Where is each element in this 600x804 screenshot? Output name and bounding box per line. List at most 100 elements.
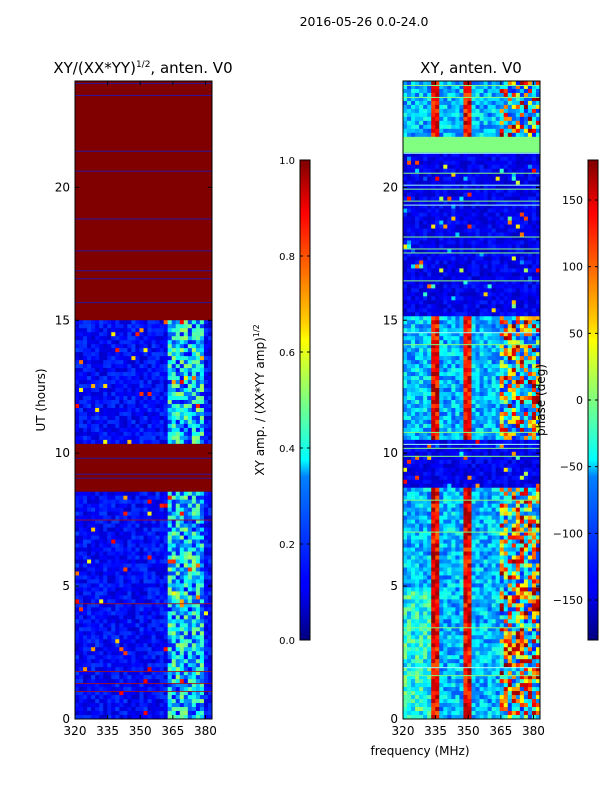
right-heat-cell [480,300,484,304]
right-heat-cell [451,268,455,272]
left-heat-cell [95,396,99,400]
left-heat-cell [144,699,148,703]
right-heat-cell [496,209,500,213]
left-heat-cell [172,647,176,651]
left-heat-cell [91,711,95,715]
left-heat-cell [180,711,184,715]
left-heat-cell [103,552,107,556]
left-heat-cell [99,591,103,595]
left-heat-cell [115,368,119,372]
left-heat-cell [95,516,99,520]
right-heat-cell [435,161,439,165]
left-heat-cell [184,436,188,440]
right-heat-cell [463,284,467,288]
right-heat-cell [423,304,427,308]
right-heat-cell [528,241,532,245]
left-heat-cell [75,599,79,603]
right-heat-cell [516,233,520,237]
right-heat-cell [419,113,423,117]
colorbar-tick-label: 0.2 [279,540,295,551]
right-heat-cell [427,260,431,264]
right-heat-cell [488,133,492,137]
left-heat-cell [180,687,184,691]
left-heat-cell [188,711,192,715]
right-heat-cell [484,221,488,225]
right-heat-cell [419,157,423,161]
right-heat-cell [415,165,419,169]
right-heat-cell [451,229,455,233]
right-heat-cell [472,300,476,304]
left-heat-cell [79,647,83,651]
right-heat-flag-line [403,153,540,154]
left-heat-cell [184,695,188,699]
left-heat-cell [79,667,83,671]
left-heat-cell [168,675,172,679]
left-heat-cell [91,639,95,643]
left-heat-cell [188,428,192,432]
left-heat-cell [139,711,143,715]
left-heat-cell [200,352,204,356]
left-heat-cell [176,587,180,591]
left-heat-cell [172,583,176,587]
left-heat-cell [188,508,192,512]
right-heat-cell [407,197,411,201]
right-heat-cell [427,105,431,109]
right-heat-cell [512,241,516,245]
right-heat-cell [447,276,451,280]
left-heat-cell [168,655,172,659]
left-heat-cell [168,560,172,564]
left-heat-cell [160,627,164,631]
left-heat-cell [79,631,83,635]
left-heat-cell [79,492,83,496]
left-heat-cell [123,544,127,548]
left-heat-cell [131,619,135,623]
left-heat-cell [115,504,119,508]
left-heat-cell [164,364,168,368]
left-heat-cell [160,552,164,556]
right-heat-cell [447,121,451,125]
right-heat-cell [439,268,443,272]
left-heat-cell [152,575,156,579]
right-heat-cell [480,165,484,169]
left-heat-cell [131,583,135,587]
right-heat-cell [496,117,500,121]
left-heat-cell [99,695,103,699]
right-heat-cell [443,209,447,213]
right-heat-cell [459,89,463,93]
left-heat-cell [107,372,111,376]
left-heat-cell [123,631,127,635]
left-heat-cell [180,643,184,647]
right-heat-cell [459,109,463,113]
right-heat-cell [411,117,415,121]
left-heat-cell [184,627,188,631]
left-heat-row-saturated [75,233,212,237]
right-heat-cell [484,304,488,308]
left-heat-cell [135,364,139,368]
right-heat-cell [512,260,516,264]
right-heat-cell [484,264,488,268]
left-heat-cell [135,532,139,536]
left-heat-cell [148,611,152,615]
left-heat-cell [83,392,87,396]
left-heat-cell [91,504,95,508]
left-heat-cell [91,615,95,619]
left-heat-cell [107,504,111,508]
left-heat-cell [160,679,164,683]
right-heat-cell [476,169,480,173]
left-heat-cell [111,372,115,376]
left-heat-cell [127,687,131,691]
right-heat-cell [447,221,451,225]
right-heat-cell [492,308,496,312]
left-heat-cell [91,496,95,500]
left-heat-cell [200,703,204,707]
right-heat-cell [492,292,496,296]
left-heat-cell [168,707,172,711]
left-heat-cell [95,424,99,428]
left-heat-cell [168,599,172,603]
left-heat-cell [204,392,208,396]
left-heat-cell [176,667,180,671]
right-heat-cell [443,260,447,264]
left-heat-cell [204,408,208,412]
right-heat-cell [439,292,443,296]
left-heat-cell [192,643,196,647]
